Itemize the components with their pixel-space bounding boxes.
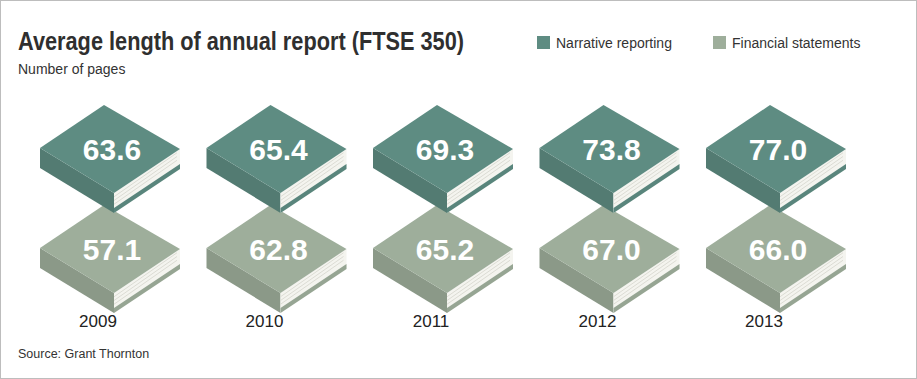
marks: [40, 105, 846, 313]
data-label: 67.0: [582, 233, 640, 266]
data-label: 63.6: [83, 133, 141, 166]
subtitle: Number of pages: [18, 61, 125, 77]
data-label: 65.4: [249, 133, 308, 166]
book: [207, 105, 347, 213]
book-cover: [373, 105, 513, 193]
data-label: 62.8: [249, 233, 307, 266]
book: [207, 205, 347, 313]
book-cover: [706, 105, 846, 193]
book: [540, 105, 680, 213]
book: [706, 105, 846, 213]
legend-swatch: [713, 36, 726, 49]
category-label: 2011: [413, 312, 450, 331]
category-label: 2013: [745, 312, 783, 331]
legend-label: Financial statements: [732, 35, 860, 51]
book: [540, 205, 680, 313]
category-label: 2010: [246, 312, 284, 331]
chart-root: Average length of annual report (FTSE 35…: [0, 0, 917, 379]
book-cover: [540, 205, 680, 293]
data-label: 65.2: [416, 233, 474, 266]
data-label: 69.3: [416, 133, 474, 166]
legend-swatch: [537, 36, 550, 49]
data-label: 66.0: [749, 233, 807, 266]
category-label: 2009: [79, 312, 117, 331]
title: Average length of annual report (FTSE 35…: [18, 26, 464, 56]
book-cover: [207, 105, 347, 193]
book: [373, 105, 513, 213]
book: [40, 105, 180, 213]
frame: [1, 1, 917, 379]
book-cover: [40, 205, 180, 293]
data-label: 73.8: [582, 133, 640, 166]
category-label: 2012: [579, 312, 617, 331]
data-label: 57.1: [83, 233, 141, 266]
book: [373, 205, 513, 313]
book-cover: [207, 205, 347, 293]
data-labels: 57.1 62.8 65.2 67.0 66.0 63.6 65.4 69.3 73.8 77.0: [83, 133, 807, 266]
data-label: 77.0: [749, 133, 807, 166]
source: Source: Grant Thornton: [18, 347, 149, 361]
book-cover: [540, 105, 680, 193]
chart-svg: Average length of annual report (FTSE 35…: [0, 0, 917, 379]
book: [40, 205, 180, 313]
book: [706, 205, 846, 313]
book-cover: [40, 105, 180, 193]
legend-label: Narrative reporting: [556, 35, 672, 51]
book-cover: [373, 205, 513, 293]
category-labels: 2009 2010 2011 2012 2013: [79, 312, 783, 331]
legend: Narrative reporting Financial statements: [537, 35, 860, 51]
book-cover: [706, 205, 846, 293]
